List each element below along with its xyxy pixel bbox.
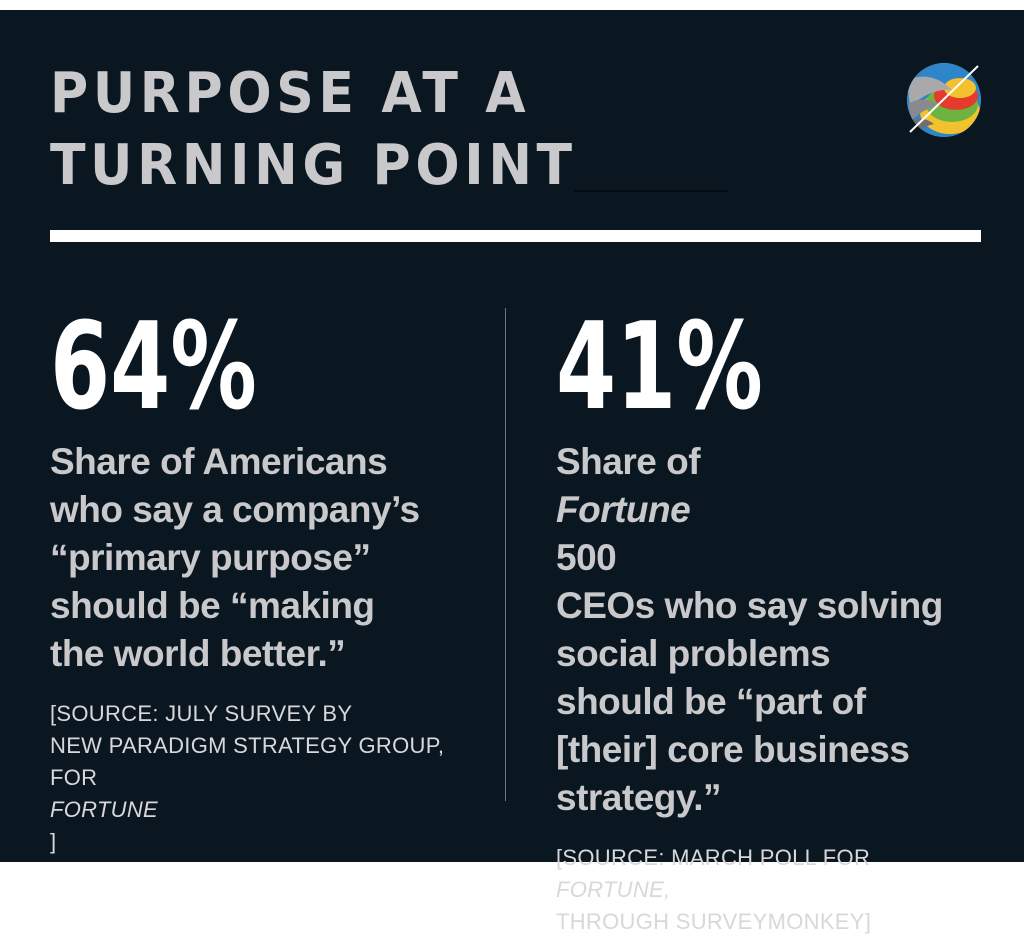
desc-line: should be “making xyxy=(50,585,375,626)
title-line-2: TURNING POINT xyxy=(50,133,577,198)
title-line-1: PURPOSE AT A xyxy=(50,61,531,126)
infographic-panel xyxy=(0,10,1024,862)
desc-line: Share of Fortune 500 xyxy=(556,438,996,582)
source-publication: FORTUNE xyxy=(50,797,159,822)
desc-line: should be “part of xyxy=(556,681,866,722)
source-line: FOR FORTUNE] xyxy=(50,762,490,858)
source-line: THROUGH SURVEYMONKEY] xyxy=(556,909,872,934)
stat-value-ceos: 41% xyxy=(556,298,763,437)
stat-description-ceos: Share of Fortune 500 CEOs who say solvin… xyxy=(556,438,996,822)
desc-text: Share of xyxy=(556,441,701,482)
desc-line: strategy.” xyxy=(556,777,722,818)
column-divider xyxy=(505,308,506,801)
source-note-americans: [SOURCE: JULY SURVEY BY NEW PARADIGM STR… xyxy=(50,698,490,858)
source-note-ceos: [SOURCE: MARCH POLL FOR FORTUNE, THROUGH… xyxy=(556,842,996,938)
desc-line: CEOs who say solving xyxy=(556,585,943,626)
title-underline xyxy=(574,190,728,192)
source-line: [SOURCE: JULY SURVEY BY xyxy=(50,701,353,726)
desc-publication: Fortune xyxy=(556,489,691,530)
desc-line: the world better.” xyxy=(50,633,346,674)
source-text: [SOURCE: MARCH POLL FOR xyxy=(556,845,871,870)
desc-text: 500 xyxy=(556,537,617,578)
source-text: ] xyxy=(50,829,57,854)
infographic-title: PURPOSE AT A TURNING POINT xyxy=(50,58,577,202)
stat-column-ceos: 41% Share of Fortune 500 CEOs who say so… xyxy=(556,308,996,938)
desc-line: Share of Americans xyxy=(50,441,388,482)
stat-description-americans: Share of Americans who say a company’s “… xyxy=(50,438,490,678)
stat-value-americans: 64% xyxy=(50,298,257,437)
desc-line: [their] core business xyxy=(556,729,910,770)
header-rule xyxy=(50,230,981,242)
source-publication: FORTUNE, xyxy=(556,877,671,902)
source-line: NEW PARADIGM STRATEGY GROUP, xyxy=(50,733,445,758)
fortune-rainbow-arc-logo-icon xyxy=(907,63,981,137)
desc-line: social problems xyxy=(556,633,831,674)
stat-column-americans: 64% Share of Americans who say a company… xyxy=(50,308,490,858)
desc-line: “primary purpose” xyxy=(50,537,371,578)
source-line: [SOURCE: MARCH POLL FOR FORTUNE, xyxy=(556,842,996,906)
source-text: FOR xyxy=(50,765,98,790)
desc-line: who say a company’s xyxy=(50,489,420,530)
